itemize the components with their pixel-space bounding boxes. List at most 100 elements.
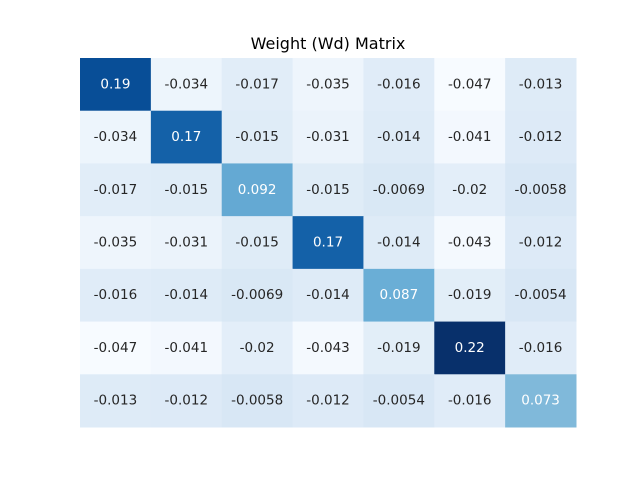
heatmap-cell-label-r1-c5: -0.041 <box>448 129 492 145</box>
heatmap-cell-label-r2-c6: -0.0058 <box>515 182 567 198</box>
heatmap-cell-r4-c5 <box>434 268 506 323</box>
heatmap-cell-label-r0-c4: -0.016 <box>377 76 421 92</box>
heatmap-cell-label-r4-c2: -0.0069 <box>231 287 283 303</box>
heatmap-cell-label-r4-c3: -0.014 <box>306 287 350 303</box>
heatmap-cell-r1-c3 <box>292 110 364 164</box>
heatmap-cell-r6-c2 <box>221 374 294 428</box>
heatmap-cell-r3-c3 <box>292 216 364 270</box>
heatmap-cell-r2-c2 <box>221 163 294 217</box>
heatmap-cell-label-r4-c0: -0.016 <box>94 287 138 303</box>
heatmap-cell-r1-c1 <box>150 110 223 164</box>
heatmap-cell-r2-c5 <box>434 163 506 217</box>
heatmap-cell-label-r2-c5: -0.02 <box>452 182 487 198</box>
heatmap-cell-r4-c1 <box>150 268 223 323</box>
heatmap-cell-r0-c5 <box>434 58 506 112</box>
heatmap-cell-r1-c0 <box>80 110 152 164</box>
heatmap-cell-r6-c1 <box>150 374 223 428</box>
heatmap-cell-r4-c4 <box>363 268 435 323</box>
heatmap-cell-label-r1-c1: 0.17 <box>171 129 201 145</box>
heatmap-cell-r5-c1 <box>150 321 223 375</box>
heatmap-cell-r4-c3 <box>292 268 364 323</box>
heatmap-cell-r0-c6 <box>505 58 577 112</box>
heatmap-cell-r1-c4 <box>363 110 435 164</box>
heatmap-cell-label-r5-c3: -0.043 <box>306 340 350 356</box>
heatmap-cell-r3-c4 <box>363 216 435 270</box>
heatmap-cell-label-r5-c0: -0.047 <box>94 340 138 356</box>
heatmap-cell-r2-c3 <box>292 163 364 217</box>
heatmap-cell-label-r3-c6: -0.012 <box>519 235 563 251</box>
heatmap-cell-label-r3-c1: -0.031 <box>165 235 209 251</box>
heatmap-cell-r0-c4 <box>363 58 435 112</box>
heatmap-cell-r3-c0 <box>80 216 152 270</box>
heatmap-cell-label-r2-c0: -0.017 <box>94 182 138 198</box>
heatmap-cell-r6-c4 <box>363 374 435 428</box>
heatmap-cell-label-r0-c3: -0.035 <box>306 76 350 92</box>
heatmap-cell-label-r3-c2: -0.015 <box>235 235 279 251</box>
heatmap-cell-label-r4-c4: 0.087 <box>380 287 419 303</box>
heatmap-cell-r3-c2 <box>221 216 294 270</box>
heatmap-cell-label-r4-c5: -0.019 <box>448 287 492 303</box>
heatmap-cell-r0-c0 <box>80 58 152 112</box>
heatmap-cell-label-r4-c6: -0.0054 <box>515 287 567 303</box>
heatmap-cell-label-r5-c1: -0.041 <box>165 340 209 356</box>
chart-title: Weight (Wd) Matrix <box>250 34 406 53</box>
heatmap-cell-r2-c6 <box>505 163 577 217</box>
heatmap-cell-r4-c0 <box>80 268 152 323</box>
heatmap-cell-r3-c1 <box>150 216 223 270</box>
heatmap-cell-r0-c1 <box>150 58 223 112</box>
heatmap-cell-label-r0-c0: 0.19 <box>100 76 130 92</box>
heatmap-cell-r4-c2 <box>221 268 294 323</box>
heatmap-cell-label-r0-c2: -0.017 <box>235 76 279 92</box>
heatmap-cell-r6-c3 <box>292 374 364 428</box>
heatmap-cell-label-r5-c6: -0.016 <box>519 340 563 356</box>
heatmap-cell-label-r3-c5: -0.043 <box>448 235 492 251</box>
heatmap-cell-label-r6-c0: -0.013 <box>94 393 138 409</box>
heatmap-cell-label-r5-c2: -0.02 <box>240 340 275 356</box>
heatmap-cell-label-r6-c3: -0.012 <box>306 393 350 409</box>
heatmap-cell-r0-c2 <box>221 58 294 112</box>
heatmap-cell-label-r3-c3: 0.17 <box>313 235 343 251</box>
heatmap-cell-r3-c6 <box>505 216 577 270</box>
heatmap-cell-r6-c6 <box>505 374 577 428</box>
heatmap-cell-r3-c5 <box>434 216 506 270</box>
heatmap-cell-label-r2-c4: -0.0069 <box>373 182 425 198</box>
heatmap-cell-r6-c5 <box>434 374 506 428</box>
heatmap-cell-label-r0-c1: -0.034 <box>165 76 209 92</box>
heatmap-cell-r1-c6 <box>505 110 577 164</box>
heatmap-cell-label-r2-c1: -0.015 <box>165 182 209 198</box>
heatmap-cell-label-r1-c2: -0.015 <box>235 129 279 145</box>
heatmap-cell-r5-c0 <box>80 321 152 375</box>
heatmap-cell-r5-c3 <box>292 321 364 375</box>
heatmap-cell-label-r5-c4: -0.019 <box>377 340 421 356</box>
heatmap-cell-label-r0-c6: -0.013 <box>519 76 563 92</box>
heatmap-cell-label-r3-c4: -0.014 <box>377 235 421 251</box>
heatmap-cell-label-r2-c2: 0.092 <box>238 182 277 198</box>
heatmap-cell-r1-c2 <box>221 110 294 164</box>
heatmap-cell-r2-c4 <box>363 163 435 217</box>
heatmap-cell-r5-c2 <box>221 321 294 375</box>
heatmap-cell-label-r5-c5: 0.22 <box>455 340 485 356</box>
heatmap-cell-label-r2-c3: -0.015 <box>306 182 350 198</box>
heatmap-cell-label-r0-c5: -0.047 <box>448 76 492 92</box>
heatmap-cell-label-r6-c1: -0.012 <box>165 393 209 409</box>
heatmap-cell-label-r3-c0: -0.035 <box>94 235 138 251</box>
heatmap-cell-label-r1-c3: -0.031 <box>306 129 350 145</box>
heatmap-cell-label-r1-c4: -0.014 <box>377 129 421 145</box>
heatmap-cell-r6-c0 <box>80 374 152 428</box>
heatmap-cell-label-r1-c6: -0.012 <box>519 129 563 145</box>
heatmap-cell-label-r4-c1: -0.014 <box>165 287 209 303</box>
heatmap-cell-r5-c5 <box>434 321 506 375</box>
heatmap-cell-label-r6-c4: -0.0054 <box>373 393 425 409</box>
heatmap-cell-label-r6-c5: -0.016 <box>448 393 492 409</box>
heatmap-cell-r4-c6 <box>505 268 577 323</box>
heatmap-cell-r1-c5 <box>434 110 506 164</box>
heatmap-cell-r2-c0 <box>80 163 152 217</box>
heatmap-cell-label-r6-c6: 0.073 <box>521 393 560 409</box>
heatmap-cell-r0-c3 <box>292 58 364 112</box>
heatmap-cell-r2-c1 <box>150 163 223 217</box>
heatmap-cell-r5-c4 <box>363 321 435 375</box>
heatmap-cell-label-r6-c2: -0.0058 <box>231 393 283 409</box>
heatmap-cell-label-r1-c0: -0.034 <box>94 129 138 145</box>
